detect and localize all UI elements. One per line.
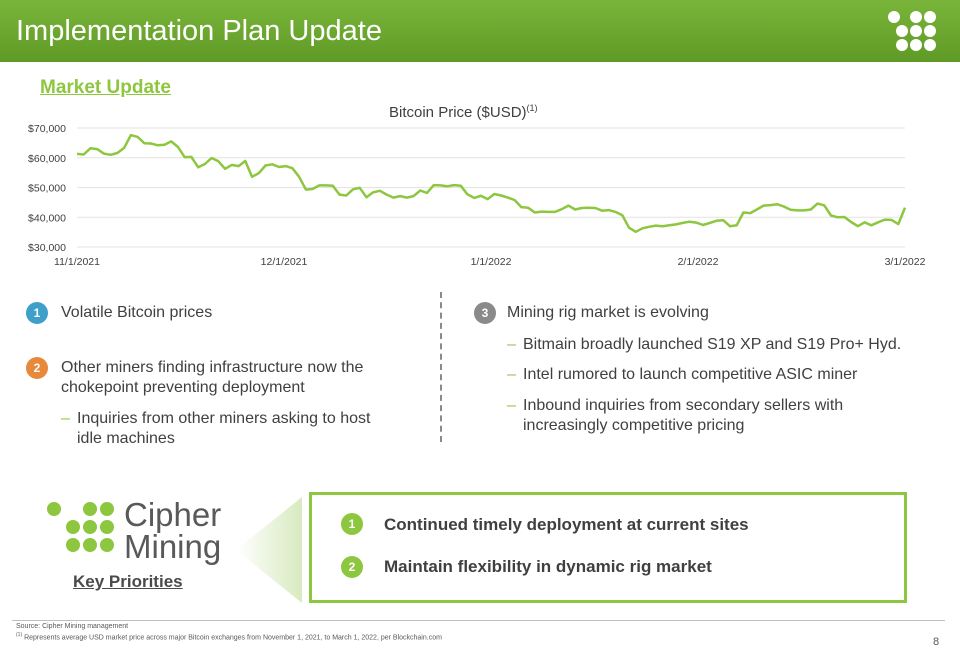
dash-marker: – (507, 336, 516, 353)
bullet-line: chokepoint preventing deployment (61, 379, 305, 396)
bullet-line: idle machines (77, 430, 175, 447)
bullet-line: Inquiries from other miners asking to ho… (77, 410, 371, 427)
cipher-logo-dots-icon (47, 502, 114, 552)
title-bar: Implementation Plan Update (0, 0, 960, 62)
page-title: Implementation Plan Update (16, 15, 382, 47)
priority-item-flexibility: Maintain flexibility in dynamic rig mark… (384, 557, 712, 576)
chart-title-text: Bitcoin Price ($USD) (389, 104, 527, 121)
chart-title-footnote: (1) (526, 103, 538, 113)
footnote-text: Represents average USD market price acro… (22, 634, 442, 642)
bullet-volatile-prices: Volatile Bitcoin prices (61, 304, 213, 321)
bullet-number-2: 2 (26, 357, 48, 379)
key-priorities-box (309, 492, 907, 603)
bullet-line: Intel rumored to launch competitive ASIC… (523, 366, 858, 383)
y-tick-label: $50,000 (28, 183, 66, 195)
cipher-mining-logo (46, 497, 226, 563)
bullet-number-1: 1 (26, 302, 48, 324)
callout-wedge (236, 497, 302, 603)
footer-divider (12, 620, 945, 621)
y-tick-label: $60,000 (28, 153, 66, 165)
bullet-rig-market: Mining rig market is evolving (507, 304, 709, 321)
sub-bullet-intel: Intel rumored to launch competitive ASIC… (523, 365, 857, 385)
chart-y-axis: $70,000 $60,000 $50,000 $40,000 $30,000 (28, 123, 66, 254)
logo-word-mining: Mining (124, 528, 222, 565)
chart-x-axis: 11/1/2021 12/1/2021 1/1/2022 2/1/2022 3/1/20… (54, 256, 926, 268)
y-tick-label: $70,000 (28, 123, 66, 135)
y-tick-label: $30,000 (28, 242, 66, 254)
priority-number-2: 2 (341, 556, 363, 578)
column-divider (440, 292, 442, 442)
market-update-heading: Market Update (40, 77, 171, 98)
chart-gridlines (77, 127, 905, 248)
dash-marker: – (61, 410, 70, 427)
sub-bullet-secondary-sellers: Inbound inquiries from secondary sellers… (523, 396, 843, 436)
header-logo-dots (888, 11, 936, 51)
sub-bullet-host-inquiries: Inquiries from other miners asking to ho… (77, 409, 370, 449)
bullet-line: Bitmain broadly launched S19 XP and S19 … (523, 336, 902, 353)
page-number: 8 (933, 636, 940, 648)
bullet-line: Inbound inquiries from secondary sellers… (523, 397, 844, 414)
bullet-line: Other miners finding infrastructure now … (61, 359, 364, 376)
x-tick-label: 3/1/2022 (885, 256, 926, 268)
logo-word-cipher: Cipher (124, 496, 222, 533)
x-tick-label: 12/1/2021 (261, 256, 308, 268)
bullet-line: increasingly competitive pricing (523, 417, 745, 434)
key-priorities-label: Key Priorities (73, 572, 183, 591)
bullet-number-3: 3 (474, 302, 496, 324)
priority-item-deployment: Continued timely deployment at current s… (384, 515, 749, 534)
x-tick-label: 1/1/2022 (471, 256, 512, 268)
sub-bullet-bitmain: Bitmain broadly launched S19 XP and S19 … (523, 335, 901, 355)
priority-number-1: 1 (341, 513, 363, 535)
dash-marker: – (507, 366, 516, 383)
chart-title: Bitcoin Price ($USD)(1) (389, 103, 538, 121)
dash-marker: – (507, 397, 516, 414)
y-tick-label: $40,000 (28, 212, 66, 224)
bullet-infrastructure-chokepoint: Other miners finding infrastructure now … (61, 358, 363, 398)
x-tick-label: 11/1/2021 (54, 256, 100, 268)
footnote-marker: (1) (16, 632, 23, 638)
bitcoin-price-chart: $70,000 $60,000 $50,000 $40,000 $30,000 11/1… (28, 123, 926, 268)
footnote-1: (1) Represents average USD market price … (16, 632, 442, 641)
x-tick-label: 2/1/2022 (678, 256, 719, 268)
bitcoin-price-line (76, 133, 907, 234)
footnote-source: Source: Cipher Mining management (16, 623, 129, 630)
